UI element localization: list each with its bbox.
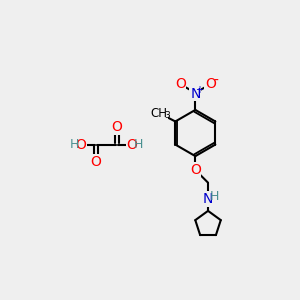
Text: 3: 3 (164, 111, 170, 120)
Text: O: O (205, 77, 216, 91)
Text: H: H (134, 138, 143, 151)
Text: O: O (190, 163, 201, 177)
Text: O: O (76, 138, 86, 152)
Text: O: O (126, 138, 137, 152)
Text: N: N (203, 192, 213, 206)
Text: +: + (195, 85, 203, 94)
Text: O: O (91, 155, 101, 169)
Text: N: N (190, 87, 200, 101)
Text: O: O (111, 120, 122, 134)
Text: CH: CH (151, 107, 168, 120)
Text: O: O (175, 77, 186, 91)
Text: H: H (210, 190, 219, 203)
Text: H: H (70, 138, 79, 151)
Text: -: - (214, 74, 219, 88)
